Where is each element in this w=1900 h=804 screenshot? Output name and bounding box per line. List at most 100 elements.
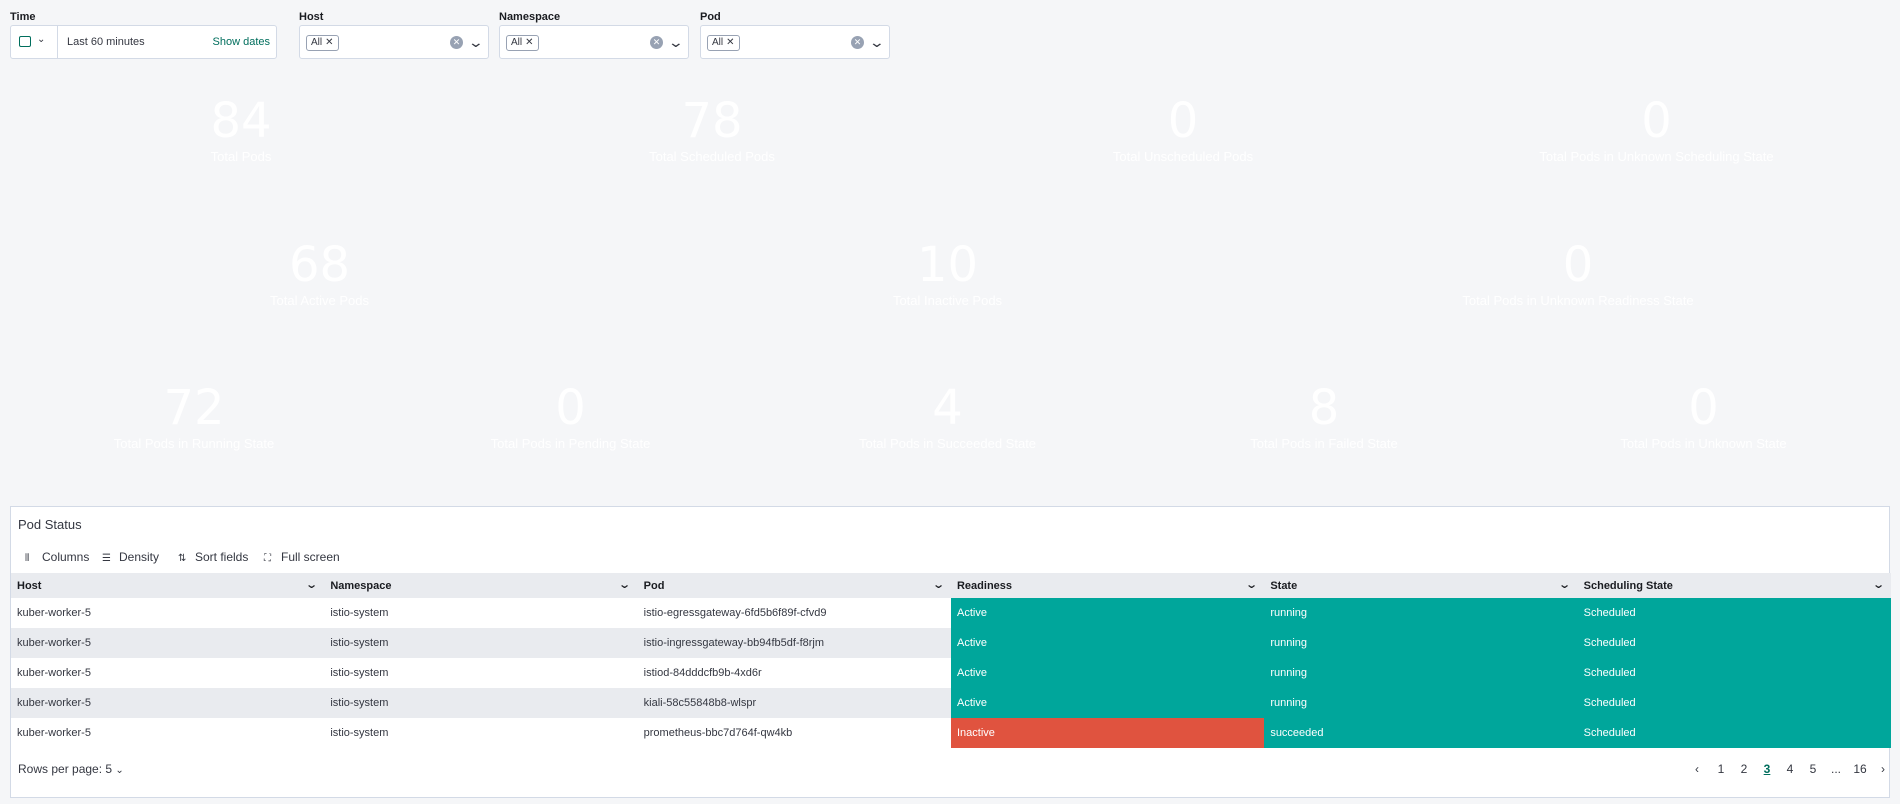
metric-tile: 78 Total Scheduled Pods <box>481 76 943 210</box>
cell-pod: kiali-58c55848b8-wlspr <box>637 688 951 718</box>
page-link[interactable]: 1 <box>1717 762 1725 776</box>
cell-host: kuber-worker-5 <box>17 667 91 679</box>
header-label: State <box>1270 579 1298 592</box>
metric-tile: 0 Total Pods in Unknown Readiness State <box>1266 219 1890 354</box>
column-header-namespace[interactable]: Namespace ⌄ <box>324 573 638 598</box>
clear-icon[interactable]: ✕ <box>450 36 463 49</box>
time-picker[interactable]: ⌄ Last 60 minutes Show dates <box>10 25 277 59</box>
metric-label: Total Unscheduled Pods <box>1112 149 1254 164</box>
metric-label: Total Inactive Pods <box>892 293 1003 308</box>
time-filter: Time ⌄ Last 60 minutes Show dates <box>10 10 277 59</box>
chevron-down-icon[interactable]: ⌄ <box>618 579 632 591</box>
chevron-down-icon[interactable]: ⌄ <box>1558 579 1572 591</box>
chevron-down-icon[interactable]: ⌄ <box>1871 579 1885 591</box>
cell-pod: istio-ingressgateway-bb94fb5df-f8rjm <box>637 628 951 658</box>
table-row: kuber-worker-5 istio-system prometheus-b… <box>11 718 1891 748</box>
time-range-value[interactable]: Last 60 minutes <box>67 36 145 48</box>
columns-button[interactable]: ⫴ Columns <box>25 550 89 564</box>
metric-value: 72 <box>163 380 225 436</box>
metric-tile: 72 Total Pods in Running State <box>10 363 378 497</box>
rows-per-page-label: Rows per page: 5 <box>18 762 113 776</box>
host-filter: Host All ✕ ✕ ⌄ <box>299 10 489 59</box>
page-link[interactable]: 4 <box>1786 762 1794 776</box>
table-header-row: Host ⌄ Namespace ⌄ Pod ⌄ Readiness ⌄ State ⌄ … <box>11 573 1891 598</box>
header-label: Readiness <box>956 579 1013 592</box>
header-label: Pod <box>643 579 665 592</box>
metric-label: Total Pods <box>210 149 272 164</box>
calendar-icon[interactable] <box>19 36 31 47</box>
chip-remove-icon[interactable]: ✕ <box>726 37 735 48</box>
clear-icon[interactable]: ✕ <box>851 36 864 49</box>
cell-readiness: Active <box>950 658 1265 688</box>
sort-fields-button[interactable]: ⇅ Sort fields <box>178 550 248 564</box>
column-header-readiness[interactable]: Readiness ⌄ <box>950 573 1265 598</box>
chip-remove-icon[interactable]: ✕ <box>325 37 334 48</box>
chevron-down-icon[interactable]: ⌄ <box>305 579 319 591</box>
page-link[interactable]: 5 <box>1809 762 1817 776</box>
table-row: kuber-worker-5 istio-system istio-ingres… <box>11 628 1891 658</box>
cell-state: running <box>1264 658 1578 688</box>
namespace-combobox[interactable]: All ✕ ✕ ⌄ <box>499 25 689 59</box>
metric-tile: 68 Total Active Pods <box>10 219 629 354</box>
metric-label: Total Pods in Succeeded State <box>858 436 1037 451</box>
metric-label: Total Pods in Running State <box>113 436 275 451</box>
chevron-down-icon[interactable]: ⌄ <box>1245 579 1259 591</box>
page-link-current[interactable]: 3 <box>1763 762 1771 776</box>
chevron-down-icon[interactable]: ⌄ <box>667 34 685 50</box>
column-header-scheduling-state[interactable]: Scheduling State ⌄ <box>1577 573 1891 598</box>
pod-status-panel: Pod Status ⫴ Columns ☰ Density ⇅ Sort field… <box>10 506 1891 798</box>
show-dates-button[interactable]: Show dates <box>212 36 270 48</box>
cell-scheduling-state: Scheduled <box>1577 718 1891 748</box>
calendar-chevron-down-icon[interactable]: ⌄ <box>37 34 46 45</box>
columns-label: Columns <box>42 550 90 564</box>
cell-pod: istiod-84dddcfb9b-4xd6r <box>643 667 762 679</box>
metric-tile: 0 Total Pods in Unknown Scheduling State <box>1423 76 1890 210</box>
chevron-down-icon[interactable]: ⌄ <box>931 579 945 591</box>
metric-label: Total Pods in Unknown Readiness State <box>1462 293 1694 308</box>
pod-combobox[interactable]: All ✕ ✕ ⌄ <box>700 25 890 59</box>
page-link[interactable]: 16 <box>1853 762 1867 776</box>
cell-readiness: Inactive <box>950 718 1265 748</box>
density-icon: ☰ <box>102 553 111 564</box>
metric-label: Total Pods in Failed State <box>1250 436 1398 451</box>
full-screen-button[interactable]: ⛶ Full screen <box>264 550 340 564</box>
next-page-icon[interactable]: › <box>1881 762 1885 776</box>
host-chip[interactable]: All ✕ <box>306 35 339 51</box>
metric-tile: 84 Total Pods <box>10 76 472 210</box>
metric-label: Total Pods in Pending State <box>490 436 651 451</box>
panel-title: Pod Status <box>18 517 82 532</box>
density-button[interactable]: ☰ Density <box>102 550 159 564</box>
cell-state: running <box>1264 688 1578 718</box>
metric-tile: 0 Total Pods in Pending State <box>387 363 754 497</box>
prev-page-icon[interactable]: ‹ <box>1695 762 1699 776</box>
column-header-pod[interactable]: Pod ⌄ <box>637 573 951 598</box>
header-label: Scheduling State <box>1583 579 1673 592</box>
cell-scheduling-state: Scheduled <box>1577 628 1891 658</box>
sort-icon: ⇅ <box>178 553 187 564</box>
page-link[interactable]: 2 <box>1740 762 1748 776</box>
column-header-host[interactable]: Host ⌄ <box>11 573 325 598</box>
rows-per-page-selector[interactable]: Rows per page: 5 ⌄ <box>18 762 124 776</box>
metric-value: 4 <box>932 380 963 436</box>
cell-host: kuber-worker-5 <box>11 688 325 718</box>
clear-icon[interactable]: ✕ <box>650 36 663 49</box>
metric-value: 0 <box>1641 93 1672 149</box>
metric-value: 84 <box>210 93 272 149</box>
namespace-chip[interactable]: All ✕ <box>506 35 539 51</box>
cell-host: kuber-worker-5 <box>17 727 91 739</box>
metric-value: 0 <box>1167 93 1199 149</box>
metric-tile: 0 Total Unscheduled Pods <box>952 76 1414 210</box>
chevron-down-icon[interactable]: ⌄ <box>868 34 886 50</box>
fullscreen-icon: ⛶ <box>264 553 271 564</box>
chip-remove-icon[interactable]: ✕ <box>525 37 534 48</box>
metric-value: 68 <box>288 237 351 293</box>
chevron-down-icon[interactable]: ⌄ <box>467 34 485 50</box>
pod-chip[interactable]: All ✕ <box>707 35 740 51</box>
sort-label: Sort fields <box>195 550 249 564</box>
density-label: Density <box>119 550 160 564</box>
host-combobox[interactable]: All ✕ ✕ ⌄ <box>299 25 489 59</box>
column-header-state[interactable]: State ⌄ <box>1264 573 1578 598</box>
cell-namespace: istio-system <box>330 607 389 619</box>
metric-value: 0 <box>1562 237 1594 293</box>
metric-value: 10 <box>916 237 979 293</box>
